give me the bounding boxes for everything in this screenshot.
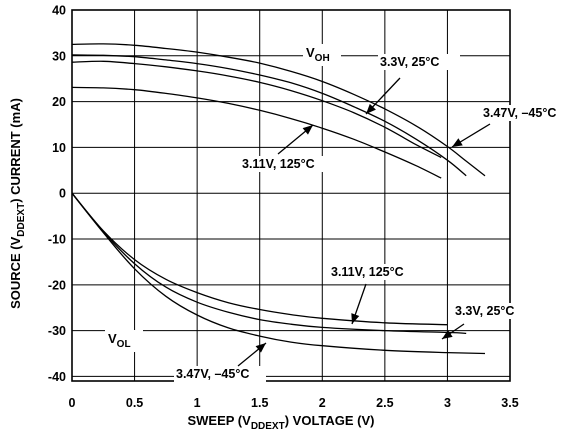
y-tick-label: 40 xyxy=(52,4,66,18)
annotation: 3.11V, 125°C xyxy=(240,124,328,172)
annotation-background xyxy=(174,366,266,382)
y-tick-label: 30 xyxy=(52,49,66,63)
vol-label: VOL xyxy=(108,331,131,350)
voh-label-main: V xyxy=(306,45,315,60)
voh-label-background xyxy=(303,44,341,66)
annotation-arrow-head xyxy=(452,138,463,147)
series-line-voh-4 xyxy=(71,86,442,179)
vol-label-main: V xyxy=(108,331,117,346)
annotation-text: 3.3V, 25°C xyxy=(455,304,514,318)
annotation-text: 3.3V, 25°C xyxy=(380,55,439,69)
annotation-background xyxy=(329,264,417,280)
vol-label-subscript: OL xyxy=(117,339,131,350)
series-line-voh-3 xyxy=(71,60,442,159)
tick-labels: 0 0.5 1 1.5 2 2.5 3 3.5 40 30 20 10 0 -10 -20 -30 -40 xyxy=(48,4,519,411)
y-tick-label: 10 xyxy=(52,141,66,155)
x-tick-label: 0 xyxy=(69,396,76,410)
annotation-text: 3.11V, 125°C xyxy=(331,265,404,279)
y-tick-label: -20 xyxy=(48,278,66,292)
series-line-vol-5 xyxy=(71,192,486,355)
grid-lines xyxy=(71,9,511,381)
x-tick-label: 1 xyxy=(194,396,201,410)
x-tick-label: 2 xyxy=(319,396,326,410)
series-line-voh-2 xyxy=(71,54,467,177)
annotation-arrow-head xyxy=(442,329,453,339)
y-axis-label-subscript: DDEXT xyxy=(16,203,27,237)
annotation: 3.3V, 25°C xyxy=(365,54,460,115)
y-tick-label: 20 xyxy=(52,95,66,109)
annotation-arrow-head xyxy=(255,343,266,353)
annotation-background xyxy=(378,54,460,70)
series-line-voh-1 xyxy=(71,43,486,177)
x-axis-label-prefix: SWEEP (V xyxy=(187,413,251,428)
y-tick-label: -30 xyxy=(48,324,66,338)
x-tick-label: 1.5 xyxy=(251,396,268,410)
annotation-arrow-head xyxy=(366,103,376,114)
x-tick-label: 0.5 xyxy=(126,396,143,410)
y-tick-label: 0 xyxy=(59,187,66,201)
annotation-background xyxy=(240,156,328,172)
x-axis-label: SWEEP (VDDEXT) VOLTAGE (V) xyxy=(187,413,374,432)
series-line-vol-7 xyxy=(71,192,448,326)
x-tick-label: 2.5 xyxy=(376,396,393,410)
y-axis-label-suffix: ) CURRENT (mA) xyxy=(8,98,23,203)
annotation: 3.47V, –45°C xyxy=(174,342,267,382)
annotation-arrow-head xyxy=(351,313,360,324)
annotation-arrow-head xyxy=(302,125,313,135)
annotation: 3.11V, 125°C xyxy=(329,264,417,325)
vol-label-background xyxy=(105,330,143,352)
annotation-text: 3.47V, –45°C xyxy=(176,367,249,381)
y-axis-label-prefix: SOURCE (V xyxy=(8,236,23,309)
annotations: 3.3V, 25°C 3.47V, –45°C 3.11V, 125°C 3.11V,… xyxy=(174,54,571,382)
x-axis-label-suffix: ) VOLTAGE (V) xyxy=(285,413,375,428)
voh-label-subscript: OH xyxy=(315,53,330,64)
series-layer xyxy=(71,43,486,355)
annotation-text: 3.47V, –45°C xyxy=(483,106,556,120)
annotation-background xyxy=(453,303,535,319)
x-tick-label: 3 xyxy=(444,396,451,410)
voh-label: VOH xyxy=(306,45,330,64)
y-tick-label: -10 xyxy=(48,233,66,247)
y-tick-label: -40 xyxy=(48,370,66,384)
annotation-text: 3.11V, 125°C xyxy=(242,157,315,171)
y-axis-label: SOURCE (VDDEXT) CURRENT (mA) xyxy=(8,98,27,309)
plot-frame xyxy=(71,9,511,382)
x-tick-label: 3.5 xyxy=(501,396,518,410)
annotation-background xyxy=(481,105,571,121)
annotation: 3.3V, 25°C xyxy=(441,303,535,340)
series-line-vol-6 xyxy=(71,192,467,335)
x-axis-label-subscript: DDEXT xyxy=(251,421,285,432)
annotation: 3.47V, –45°C xyxy=(451,105,571,148)
